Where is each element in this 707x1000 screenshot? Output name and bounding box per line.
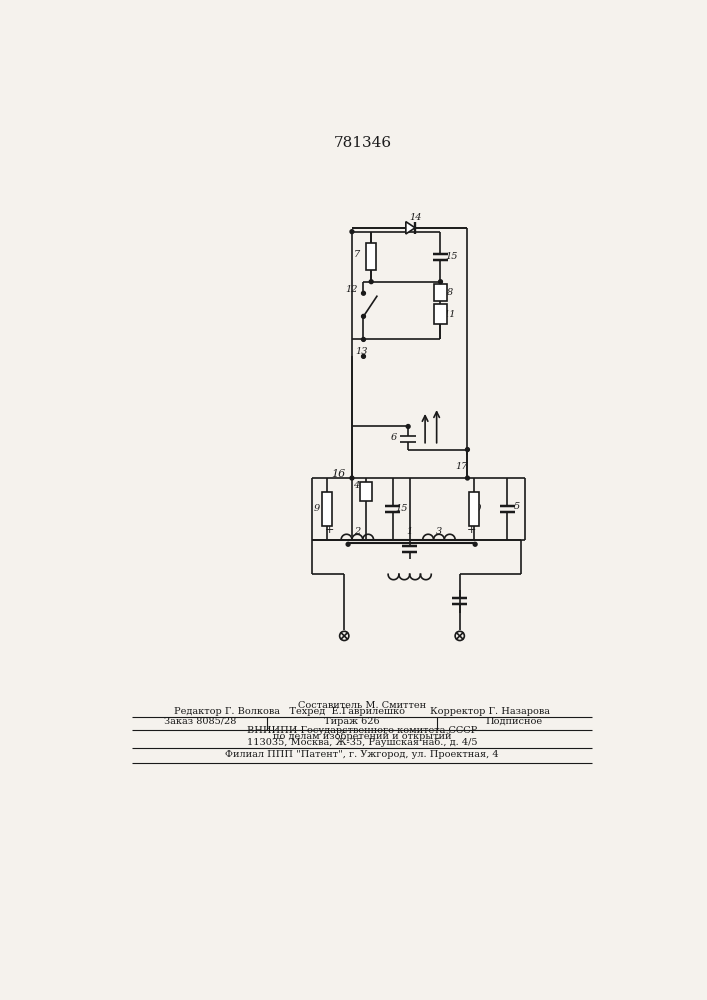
Circle shape: [361, 291, 366, 295]
Text: 2: 2: [354, 527, 361, 536]
Bar: [366, 243, 376, 270]
Text: Тираж 626: Тираж 626: [324, 717, 380, 726]
Text: +: +: [325, 525, 334, 535]
Bar: [360, 482, 372, 501]
Text: 8: 8: [447, 288, 453, 297]
Text: 781346: 781346: [334, 136, 392, 150]
Text: Заказ 8085/28: Заказ 8085/28: [164, 717, 236, 726]
Polygon shape: [406, 222, 415, 234]
Text: 12: 12: [345, 285, 358, 294]
Text: 15: 15: [396, 504, 408, 513]
Text: 113035, Москва, Ж-35, Раушская наб., д. 4/5: 113035, Москва, Ж-35, Раушская наб., д. …: [247, 738, 477, 747]
Text: 4: 4: [354, 481, 360, 490]
Text: 1: 1: [407, 527, 413, 536]
Text: 14: 14: [409, 213, 422, 222]
Text: Редактор Г. Волкова   Техред  Е.Гаврилешко        Корректор Г. Назарова: Редактор Г. Волкова Техред Е.Гаврилешко …: [174, 707, 550, 716]
Circle shape: [361, 338, 366, 341]
Text: 9: 9: [313, 504, 320, 513]
Circle shape: [438, 280, 443, 284]
Text: ВНИИПИ Государственного комитета СССР: ВНИИПИ Государственного комитета СССР: [247, 726, 477, 735]
Circle shape: [361, 314, 366, 318]
Circle shape: [361, 354, 366, 358]
Bar: [322, 492, 332, 526]
Text: 10: 10: [469, 504, 482, 513]
Circle shape: [350, 476, 354, 480]
Bar: [469, 492, 479, 526]
Circle shape: [473, 542, 477, 546]
Text: Составитель М. Смиттен: Составитель М. Смиттен: [298, 701, 426, 710]
Text: 17: 17: [455, 462, 467, 471]
Circle shape: [350, 230, 354, 234]
Text: 11: 11: [443, 310, 456, 319]
Text: +: +: [467, 525, 476, 535]
Text: 16: 16: [331, 469, 345, 479]
Text: 6: 6: [391, 433, 397, 442]
Text: по делам изобретений и открытий: по делам изобретений и открытий: [273, 732, 451, 741]
Text: 3: 3: [436, 527, 442, 536]
Text: 5: 5: [513, 502, 520, 511]
Circle shape: [465, 448, 469, 451]
Text: 15: 15: [445, 252, 457, 261]
Circle shape: [369, 280, 373, 284]
Text: Филиал ППП "Патент", г. Ужгород, ул. Проектная, 4: Филиал ППП "Патент", г. Ужгород, ул. Про…: [225, 750, 498, 759]
Text: 13: 13: [356, 347, 368, 356]
Bar: [434, 284, 447, 301]
Bar: [434, 304, 447, 324]
Circle shape: [346, 542, 350, 546]
Text: 7: 7: [354, 250, 361, 259]
Text: Подписное: Подписное: [486, 717, 543, 726]
Circle shape: [465, 476, 469, 480]
Circle shape: [407, 425, 410, 428]
